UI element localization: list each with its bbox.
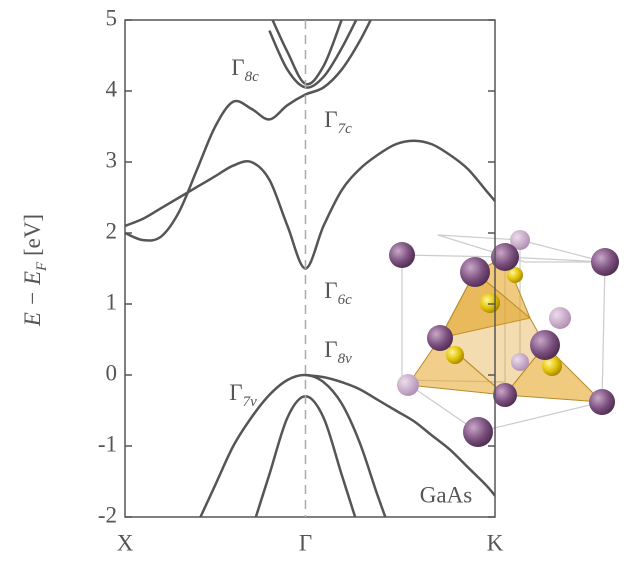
- band-annotation: Γ8v: [324, 337, 352, 367]
- y-tick-label: 3: [106, 147, 118, 172]
- annotation-sub: 8c: [245, 69, 260, 85]
- annotation-symbol: Γ: [324, 337, 337, 362]
- x-tick-label: X: [117, 530, 134, 555]
- bands: [125, 6, 495, 546]
- material-label: GaAs: [420, 482, 472, 507]
- y-tick-label: -2: [98, 502, 117, 527]
- annotation-symbol: Γ: [324, 107, 337, 132]
- annotation-sub: 8v: [338, 351, 353, 367]
- y-tick-label: 4: [106, 76, 118, 101]
- y-tick-label: 5: [106, 5, 118, 30]
- band-line: [269, 13, 359, 88]
- chart: E − EF [eV] Γ8cΓ7cΓ6cΓ8vΓ7v: [0, 0, 630, 561]
- y-label-main: E − E: [20, 271, 45, 327]
- crystal-structure: [389, 230, 619, 447]
- x-tick-label: Γ: [299, 530, 312, 555]
- annotation-symbol: Γ: [324, 278, 337, 303]
- band-annotation: Γ7v: [229, 380, 257, 410]
- y-label-unit: [eV]: [20, 214, 45, 262]
- annotation-sub: 7v: [243, 394, 258, 410]
- annotation-symbol: Γ: [231, 55, 244, 80]
- band-annotation: Γ7c: [324, 107, 352, 137]
- annotation-sub: 7c: [338, 121, 353, 137]
- band-line: [125, 141, 495, 269]
- y-tick-label: -1: [98, 431, 117, 456]
- band-annotation: Γ6c: [324, 278, 352, 308]
- y-tick-label: 2: [106, 218, 118, 243]
- y-tick-label: 0: [106, 360, 118, 385]
- y-tick-label: 1: [106, 289, 118, 314]
- annotation-sub: 6c: [338, 292, 353, 308]
- band-annotation: Γ8c: [231, 55, 259, 85]
- x-tick-label: K: [487, 530, 504, 555]
- annotation-symbol: Γ: [229, 380, 242, 405]
- y-axis-label: E − EF [eV]: [20, 214, 50, 327]
